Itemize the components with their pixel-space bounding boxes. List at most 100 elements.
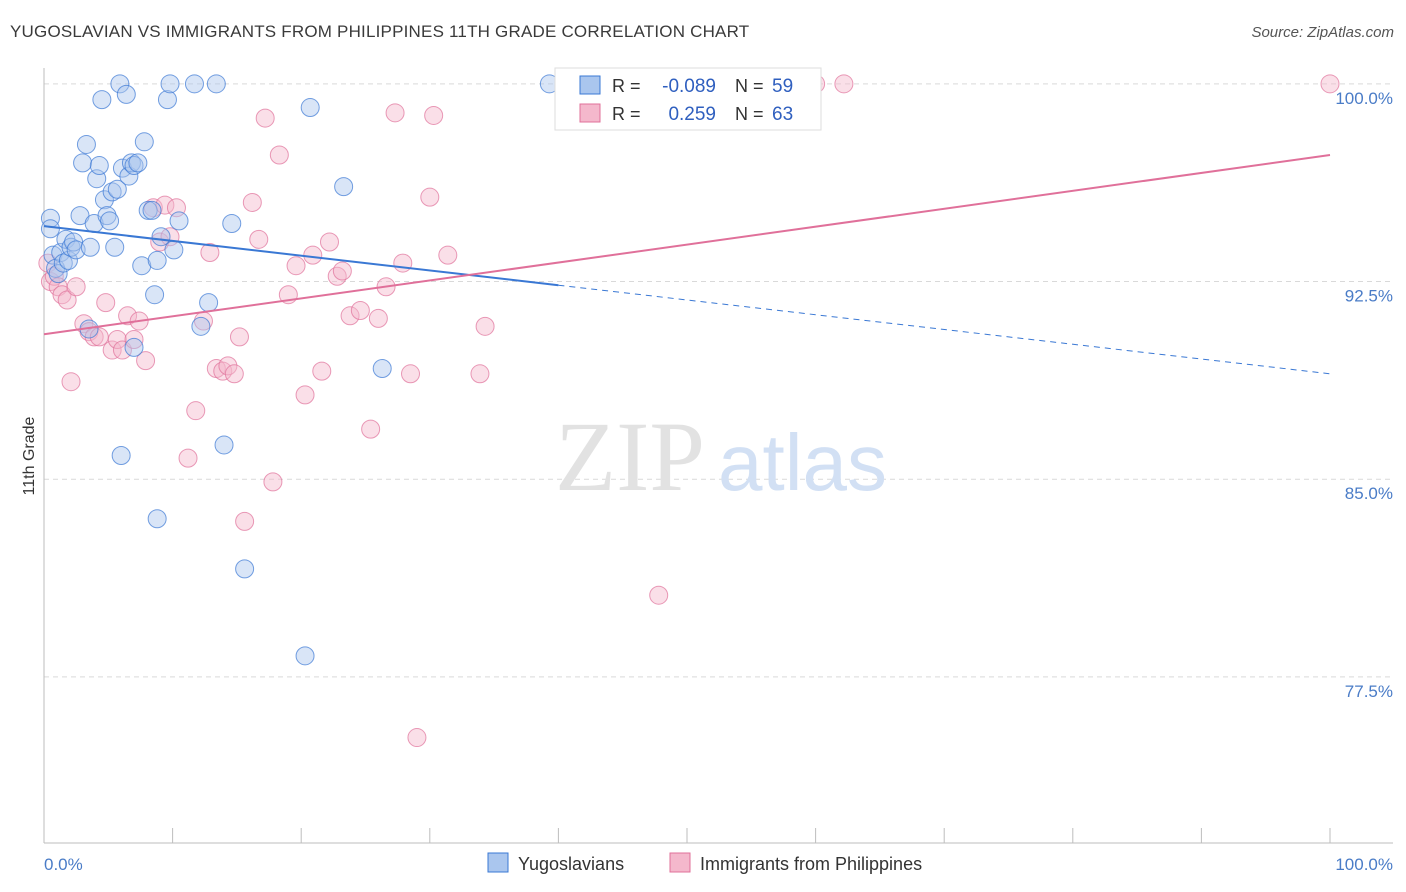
x-tick-label-100: 100.0% <box>1335 855 1393 874</box>
yugoslavians-point-47 <box>206 74 226 94</box>
philippines-point-28 <box>200 243 220 263</box>
trend-line-yugoslavians <box>43 225 559 287</box>
philippines-point-54 <box>393 253 413 273</box>
y-axis-label: 11th Grade <box>21 416 38 495</box>
philippines-point-19 <box>136 351 156 371</box>
philippines-point-46 <box>327 266 347 286</box>
philippines-point-60 <box>470 364 490 384</box>
philippines-point-44 <box>312 361 332 381</box>
philippines-point-57 <box>420 187 440 207</box>
yugoslavians-point-39 <box>151 227 171 247</box>
philippines-point-56 <box>407 728 427 748</box>
legend-n-value-blue: 59 <box>772 76 793 97</box>
philippines-point-37 <box>255 108 275 128</box>
yugoslavians-point-30 <box>121 153 141 173</box>
yugoslavians-point-34 <box>134 132 154 152</box>
yugoslavians-point-15 <box>80 237 100 257</box>
philippines-point-6 <box>61 372 81 392</box>
trend-line-yugoslavians-extension <box>558 284 1331 375</box>
yugoslavians-point-51 <box>295 646 315 666</box>
philippines-point-36 <box>249 229 269 249</box>
legend-r-label-pink: R = <box>612 104 641 124</box>
yugoslavians-point-9 <box>61 237 81 257</box>
yugoslavians-point-22 <box>100 211 120 231</box>
yugoslavians-point-28 <box>116 84 136 104</box>
philippines-point-14 <box>107 330 127 350</box>
y-tick-label-0: 77.5% <box>1345 682 1393 701</box>
yugoslavians-point-24 <box>105 237 125 257</box>
yugoslavians-point-44 <box>184 74 204 94</box>
philippines-point-32 <box>224 364 244 384</box>
philippines-point-62 <box>649 585 669 605</box>
yugoslavians-point-37 <box>145 285 165 305</box>
philippines-point-47 <box>332 261 352 281</box>
yugoslavians-point-36 <box>142 200 162 220</box>
philippines-point-61 <box>475 316 495 336</box>
yugoslavians-point-43 <box>169 211 189 231</box>
yugoslavians-point-6 <box>53 253 73 273</box>
philippines-point-17 <box>124 330 144 350</box>
yugoslavians-point-27 <box>112 158 132 178</box>
yugoslavians-point-33 <box>132 256 152 276</box>
yugoslavians-point-20 <box>94 190 114 210</box>
legend-r-label-blue: R = <box>612 76 641 96</box>
philippines-point-41 <box>286 256 306 276</box>
legend-n-label-blue: N = <box>735 76 764 96</box>
yugoslavians-point-49 <box>222 214 242 234</box>
philippines-point-38 <box>263 472 283 492</box>
x-axis-ticks <box>43 828 1331 843</box>
legend-n-value-pink: 63 <box>772 104 793 125</box>
philippines-point-58 <box>424 105 444 125</box>
philippines-point-7 <box>66 277 86 297</box>
philippines-point-39 <box>269 145 289 165</box>
zipatlas-watermark: ZIP atlas <box>555 401 887 512</box>
legend-r-value-blue: -0.089 <box>662 76 716 97</box>
yugoslavians-point-32 <box>128 153 148 173</box>
grid-lines <box>44 83 1393 678</box>
philippines-point-59 <box>438 245 458 265</box>
trend-line-philippines <box>43 153 1331 336</box>
y-axis-tick-labels: 77.5% 85.0% 92.5% 100.0% <box>1335 89 1393 701</box>
yugoslavians-point-19 <box>92 90 112 110</box>
yugoslavians-point-40 <box>157 90 177 110</box>
watermark-atlas: atlas <box>718 418 887 507</box>
yugoslavians-point-41 <box>160 74 180 94</box>
philippines-point-55 <box>401 364 421 384</box>
philippines-point-42 <box>295 385 315 405</box>
philippines-point-26 <box>186 401 206 421</box>
legend-r-value-pink: 0.259 <box>668 104 716 125</box>
chart-title: YUGOSLAVIAN VS IMMIGRANTS FROM PHILIPPIN… <box>10 22 750 41</box>
philippines-point-34 <box>235 511 255 531</box>
philippines-point-64 <box>834 74 854 94</box>
legend-swatch-pink <box>579 103 601 123</box>
y-tick-label-1: 85.0% <box>1345 484 1393 503</box>
philippines-point-51 <box>368 308 388 328</box>
series-yugoslavians-points <box>40 74 559 666</box>
yugoslavians-point-56 <box>111 446 131 465</box>
yugoslavians-point-26 <box>110 74 130 94</box>
philippines-point-48 <box>340 306 360 326</box>
yugoslavians-point-46 <box>199 293 219 313</box>
philippines-point-53 <box>385 103 405 123</box>
chart-source: Source: ZipAtlas.com <box>1251 24 1394 41</box>
yugoslavians-point-55 <box>124 337 144 357</box>
philippines-point-5 <box>57 290 77 310</box>
legend-swatch-blue <box>579 75 601 95</box>
y-tick-label-3: 100.0% <box>1335 89 1393 108</box>
yugoslavians-point-1 <box>40 219 60 239</box>
philippines-point-45 <box>319 232 339 252</box>
yugoslavians-point-11 <box>66 240 86 260</box>
philippines-point-50 <box>361 419 381 439</box>
philippines-point-33 <box>229 327 249 347</box>
philippines-point-13 <box>102 340 122 360</box>
legend-n-label-pink: N = <box>735 104 764 124</box>
y-tick-label-2: 92.5% <box>1345 287 1393 306</box>
series-legend-label-blue: Yugoslavians <box>518 854 624 874</box>
philippines-point-30 <box>213 361 233 381</box>
philippines-point-16 <box>118 306 138 326</box>
yugoslavians-point-57 <box>147 509 167 529</box>
philippines-point-25 <box>178 448 198 468</box>
yugoslavians-point-18 <box>89 156 109 176</box>
series-legend-swatch-pink <box>669 852 691 873</box>
